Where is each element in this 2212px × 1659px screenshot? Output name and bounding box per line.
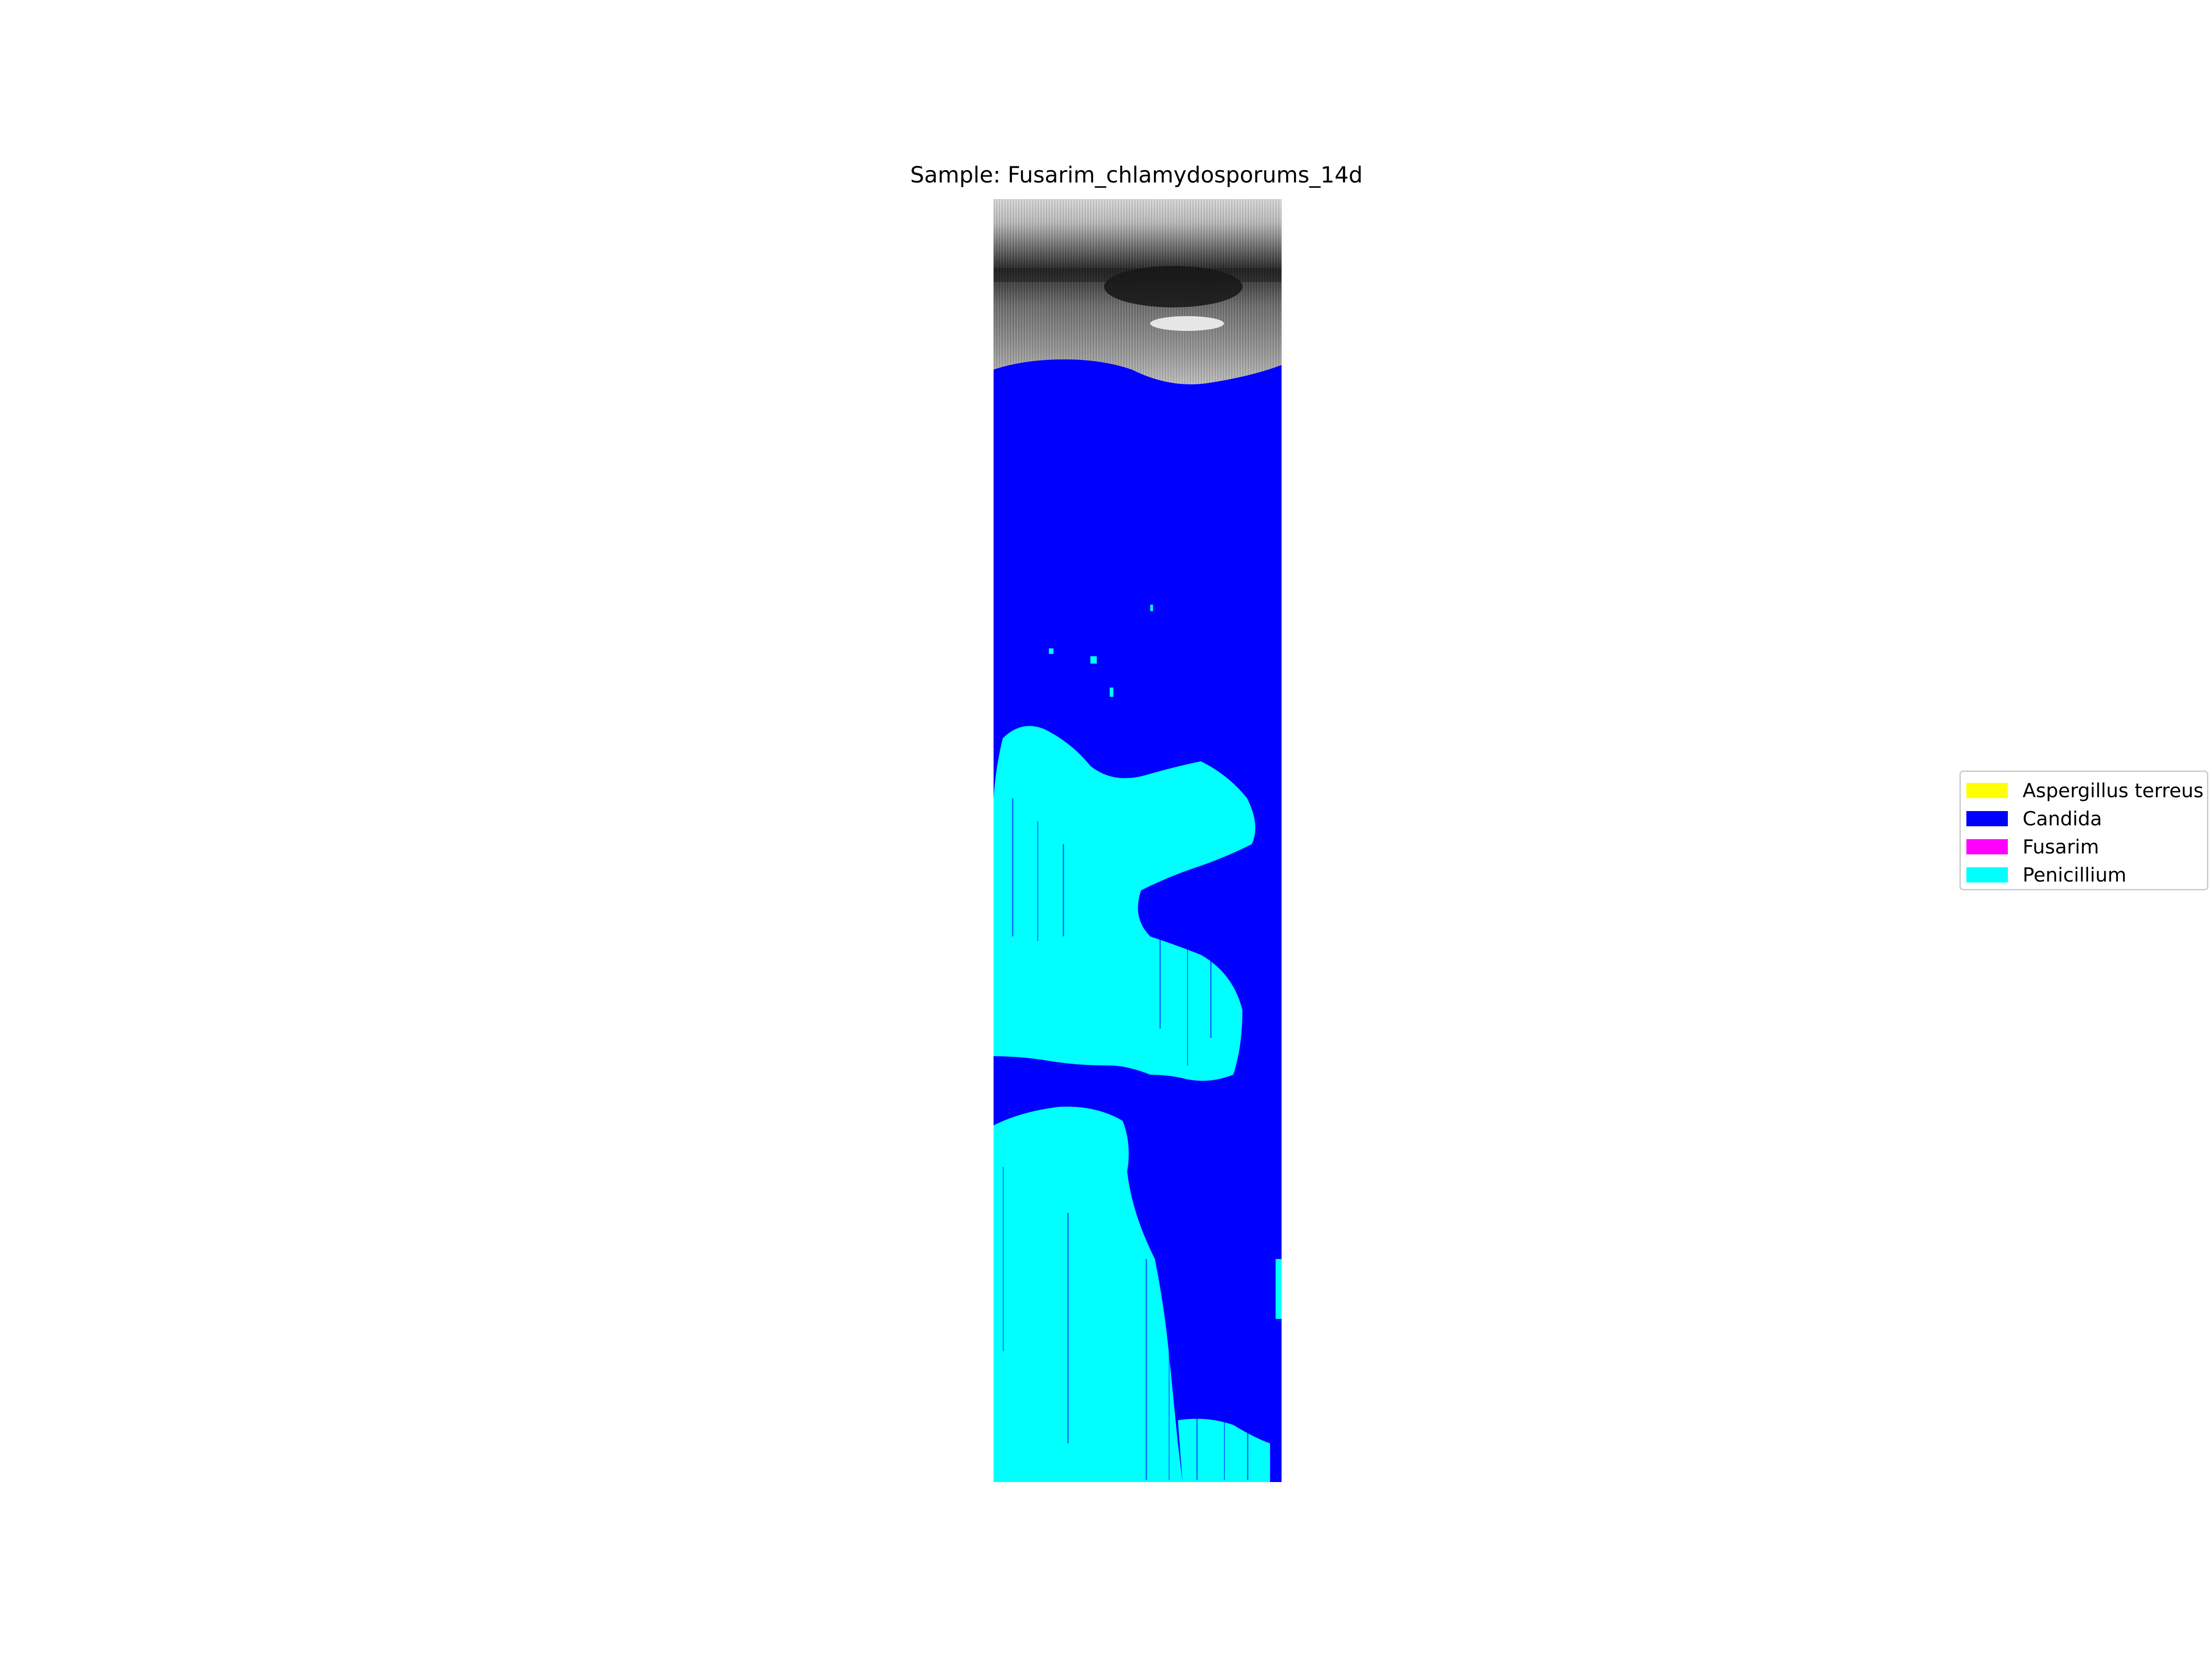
- penicillium-region: [994, 605, 1282, 1482]
- legend-item-candida: Candida: [1966, 805, 2102, 832]
- legend-label: Aspergillus terreus: [2023, 779, 2204, 802]
- legend: Aspergillus terreus Candida Fusarim Peni…: [1959, 771, 2208, 890]
- legend-swatch-yellow: [1966, 782, 2008, 798]
- legend-item-fusarim: Fusarim: [1966, 833, 2099, 860]
- classification-map: [994, 199, 1282, 1482]
- legend-label: Candida: [2023, 807, 2102, 830]
- chart-title: Sample: Fusarim_chlamydosporums_14d: [910, 162, 1363, 188]
- candida-streaks: [1003, 798, 1248, 1480]
- legend-swatch-magenta: [1966, 839, 2008, 854]
- legend-swatch-cyan: [1966, 867, 2008, 882]
- legend-swatch-blue: [1966, 811, 2008, 826]
- legend-item-penicillium: Penicillium: [1966, 861, 2126, 888]
- grayscale-image: [994, 199, 1282, 393]
- legend-label: Penicillium: [2023, 863, 2127, 886]
- legend-label: Fusarim: [2023, 835, 2099, 858]
- legend-item-aspergillus-terreus: Aspergillus terreus: [1966, 777, 2204, 804]
